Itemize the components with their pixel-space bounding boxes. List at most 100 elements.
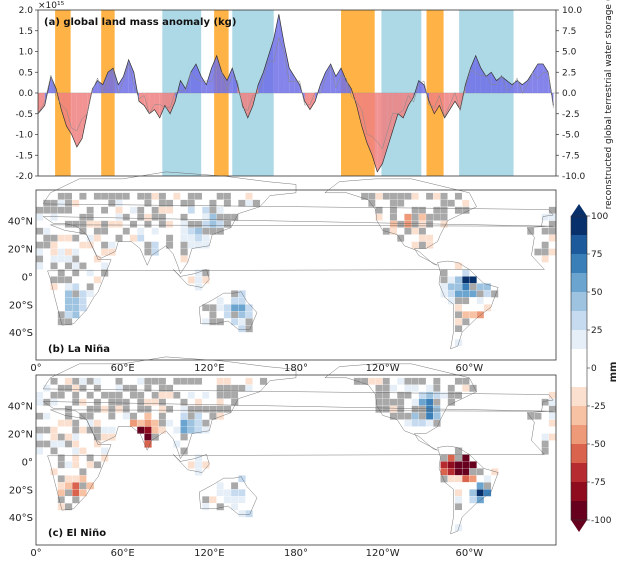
grid-cell	[483, 489, 492, 497]
grid-cell	[71, 269, 80, 277]
grid-cell	[447, 384, 456, 393]
grid-cell	[447, 262, 456, 270]
grid-cell	[461, 290, 470, 298]
grid-cell	[440, 199, 448, 208]
grid-cell	[50, 227, 58, 235]
series-area	[37, 14, 554, 173]
grid-cell	[122, 192, 131, 201]
grid-cell	[223, 311, 232, 319]
grid-cell	[389, 377, 398, 386]
grid-cell	[483, 475, 492, 483]
coastline	[173, 269, 210, 288]
grid-cell	[93, 283, 102, 291]
coastline	[47, 409, 548, 511]
grid-cell	[115, 206, 123, 215]
grid-cell	[360, 192, 369, 201]
grid-cell	[86, 440, 95, 448]
grid-cell	[86, 377, 95, 386]
grid-cell	[158, 220, 167, 228]
grid-cell	[165, 234, 174, 242]
grid-cell	[64, 377, 73, 386]
area-segment	[480, 68, 487, 93]
grid-cell	[252, 199, 261, 208]
grid-cell	[541, 234, 550, 242]
grid-cell	[158, 234, 167, 242]
grid-cell	[64, 447, 73, 455]
grid-cell	[461, 206, 470, 215]
grid-cell	[404, 234, 412, 242]
grid-cell	[454, 338, 463, 347]
grid-cell	[476, 290, 485, 298]
grid-cell	[418, 199, 427, 208]
grid-cell	[151, 398, 160, 406]
grid-cell	[548, 419, 557, 427]
grid-cell	[216, 391, 225, 400]
grid-cell	[404, 199, 412, 208]
grid-cell	[490, 475, 499, 483]
grid-cell	[418, 377, 427, 386]
grid-cell	[548, 255, 557, 263]
grid-cell	[108, 391, 116, 400]
grid-cell	[93, 262, 102, 270]
grid-cell	[382, 227, 391, 235]
grid-cell	[548, 241, 557, 249]
grid-cell	[79, 440, 87, 448]
grid-cell	[454, 283, 463, 291]
grid-cell	[454, 262, 463, 270]
grid-cell	[216, 297, 225, 305]
lat-tick-label: 40°S	[9, 328, 33, 339]
coastline	[437, 260, 499, 350]
grid-cell	[483, 304, 492, 312]
grid-cell	[129, 199, 138, 208]
grid-cell	[180, 433, 188, 441]
area-segment	[522, 80, 528, 93]
grid-cell	[86, 206, 95, 215]
grid-cell	[238, 489, 246, 497]
grid-cell	[115, 412, 123, 420]
grid-cell	[252, 192, 261, 201]
grid-cell	[79, 489, 87, 497]
grid-cell	[223, 482, 232, 490]
grid-cell	[433, 234, 441, 242]
grid-cell	[115, 419, 123, 427]
grid-cell	[461, 318, 470, 326]
grid-cell	[194, 206, 203, 215]
grid-cell	[180, 248, 188, 256]
grid-cell	[382, 377, 391, 386]
grid-cell	[382, 192, 391, 201]
grid-cell	[173, 384, 181, 393]
colorbar-segment	[571, 273, 587, 293]
area-segment	[195, 63, 202, 93]
grid-cell	[230, 496, 239, 504]
lat-tick-labels: 40°N 20°N 0° 20°S 40°S	[8, 402, 33, 524]
grid-cell	[454, 377, 463, 386]
grid-cell	[108, 206, 116, 215]
grid-cell	[173, 199, 181, 208]
grid-cell	[418, 405, 427, 413]
grid-cell	[43, 262, 51, 270]
grid-cell	[230, 489, 239, 497]
grid-cell	[43, 440, 51, 448]
grid-cell	[93, 405, 102, 413]
grid-cell	[136, 405, 145, 413]
grid-cell	[71, 440, 80, 448]
grid-cell	[461, 269, 470, 277]
grid-cell	[238, 496, 246, 504]
grid-cell	[165, 192, 174, 201]
grid-cell	[447, 447, 456, 455]
grid-cell	[64, 311, 73, 319]
series-line	[37, 14, 554, 173]
y-tick-label: -0.5	[15, 110, 33, 120]
grid-cell	[115, 377, 123, 386]
area-segment	[382, 93, 388, 164]
grid-cell	[433, 213, 441, 221]
grid-cell	[79, 192, 87, 201]
grid-cell	[548, 447, 557, 455]
grid-cell	[447, 213, 456, 221]
grid-cell	[108, 377, 116, 386]
y-tick-label: 0.0	[19, 89, 34, 99]
grid-cell	[187, 384, 196, 393]
grid-cell	[447, 468, 456, 476]
grid-cell	[180, 192, 188, 201]
grid-cell	[144, 241, 152, 249]
